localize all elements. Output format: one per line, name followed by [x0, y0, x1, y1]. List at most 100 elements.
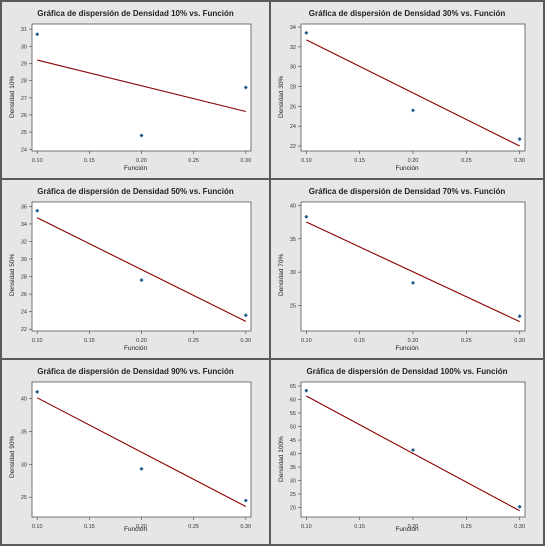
- scatter-plot: 0.10 0.15 0.20 0.25 0.30 22 24 26 28 30 32 34 36: [21, 201, 252, 344]
- fit-line: [306, 39, 520, 147]
- data-point: [411, 280, 415, 285]
- data-point: [35, 389, 40, 394]
- x-tick-label: 0.20: [408, 338, 419, 344]
- data-point: [139, 133, 144, 138]
- y-tick-label: 27: [21, 96, 27, 102]
- x-tick-label: 0.15: [354, 338, 365, 344]
- x-tick-label: 0.30: [514, 158, 525, 164]
- y-tick-label: 20: [290, 506, 296, 512]
- x-tick-label: 0.30: [514, 338, 525, 344]
- x-tick-label: 0.10: [32, 338, 43, 344]
- chart-title: Gráfica de dispersión de Densidad 100% v…: [306, 367, 508, 376]
- y-tick-label: 28: [21, 275, 27, 281]
- data-point: [304, 30, 309, 35]
- x-tick-label: 0.25: [188, 338, 199, 344]
- chart-panel-4: Gráfica de dispersión de Densidad 70% vs…: [271, 180, 543, 358]
- x-tick-label: 0.15: [84, 158, 95, 164]
- y-tick-label: 60: [290, 398, 296, 404]
- y-tick-label: 36: [21, 204, 27, 210]
- y-tick-label: 40: [290, 452, 296, 458]
- chart-panel-2: Gráfica de dispersión de Densidad 30% vs…: [271, 2, 543, 178]
- data-point: [304, 388, 309, 393]
- y-tick-label: 25: [21, 130, 27, 136]
- y-tick-label: 40: [290, 203, 296, 209]
- y-tick-label: 30: [21, 462, 27, 468]
- scatter-plot: 0.10 0.15 0.20 0.25 0.30 25 30 35 40: [21, 381, 252, 530]
- x-tick-label: 0.30: [514, 524, 525, 530]
- y-tick-label: 26: [290, 104, 296, 110]
- data-point: [304, 214, 309, 219]
- y-tick-label: 35: [290, 237, 296, 243]
- y-tick-label: 30: [290, 65, 296, 71]
- x-tick-label: 0.15: [354, 524, 365, 530]
- x-axis-label: Función: [395, 345, 419, 352]
- y-tick-label: 30: [290, 270, 296, 276]
- plot-area: [31, 201, 252, 332]
- y-tick-label: 50: [290, 425, 296, 431]
- data-point: [243, 498, 248, 503]
- y-tick-label: 35: [290, 465, 296, 471]
- y-tick-label: 34: [21, 222, 27, 228]
- chart-title: Gráfica de dispersión de Densidad 70% vs…: [308, 187, 506, 196]
- y-tick-label: 40: [21, 396, 27, 402]
- x-tick-label: 0.15: [84, 524, 95, 530]
- x-axis-label: Función: [123, 345, 148, 352]
- plot-area: [300, 201, 526, 332]
- x-tick-label: 0.30: [240, 524, 251, 530]
- y-tick-label: 28: [290, 85, 296, 91]
- x-axis-label: Función: [395, 165, 419, 172]
- y-tick-label: 28: [21, 79, 27, 85]
- y-axis-label: Densidad 30%: [278, 75, 285, 118]
- y-tick-label: 25: [21, 495, 27, 501]
- y-axis-label: Densidad 100%: [278, 436, 285, 482]
- data-point: [411, 448, 415, 453]
- x-tick-label: 0.20: [136, 524, 147, 530]
- y-tick-label: 32: [290, 45, 296, 51]
- x-tick-label: 0.10: [32, 524, 43, 530]
- x-tick-label: 0.10: [301, 524, 312, 530]
- y-tick-label: 31: [21, 27, 27, 33]
- x-tick-label: 0.25: [188, 158, 199, 164]
- y-tick-label: 26: [21, 113, 27, 119]
- scatter-plot: 0.10 0.15 0.20 0.25 0.30 22 24 26 28 30 32 34: [290, 23, 526, 164]
- y-tick-label: 24: [21, 147, 27, 153]
- y-axis-label: Densidad 10%: [9, 75, 16, 118]
- data-point: [139, 466, 144, 471]
- chart-panel-5: Gráfica de dispersión de Densidad 90% vs…: [2, 360, 269, 544]
- x-tick-label: 0.20: [136, 338, 147, 344]
- fit-line: [306, 221, 520, 323]
- y-axis-label: Densidad 70%: [278, 253, 285, 296]
- y-tick-label: 32: [21, 239, 27, 245]
- x-tick-label: 0.25: [461, 158, 472, 164]
- data-point: [517, 314, 522, 319]
- data-point: [35, 208, 40, 213]
- x-axis-label: Función: [123, 526, 148, 533]
- chart-title: Gráfica de dispersión de Densidad 30% vs…: [308, 9, 506, 18]
- chart-title: Gráfica de dispersión de Densidad 10% vs…: [37, 9, 234, 18]
- fit-line: [306, 395, 520, 512]
- y-tick-label: 45: [290, 438, 296, 444]
- chart-panel-3: Gráfica de dispersión de Densidad 50% vs…: [2, 180, 269, 358]
- x-tick-label: 0.25: [461, 524, 472, 530]
- y-tick-label: 34: [290, 25, 296, 31]
- x-tick-label: 0.15: [354, 158, 365, 164]
- y-tick-label: 26: [21, 292, 27, 298]
- y-tick-label: 22: [290, 144, 296, 150]
- y-tick-label: 22: [21, 327, 27, 333]
- y-axis-label: Densidad 50%: [9, 253, 16, 296]
- data-point: [243, 85, 248, 90]
- y-tick-label: 25: [290, 304, 296, 310]
- data-point: [517, 137, 522, 142]
- chart-title: Gráfica de dispersión de Densidad 90% vs…: [37, 367, 234, 376]
- y-tick-label: 35: [21, 429, 27, 435]
- y-tick-label: 25: [290, 492, 296, 498]
- x-tick-label: 0.25: [188, 524, 199, 530]
- y-tick-label: 55: [290, 411, 296, 417]
- scatter-plot: 0.10 0.15 0.20 0.25 0.30 24 25 26 27 28 29 30 31: [21, 23, 252, 164]
- data-point: [517, 504, 522, 509]
- y-tick-label: 30: [21, 44, 27, 50]
- data-point: [243, 313, 248, 318]
- fit-line: [37, 59, 246, 113]
- x-tick-label: 0.10: [301, 338, 312, 344]
